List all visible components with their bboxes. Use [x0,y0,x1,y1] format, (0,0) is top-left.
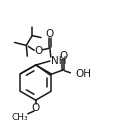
Text: O: O [59,51,67,61]
Text: CH₃: CH₃ [12,113,28,122]
Text: O: O [46,29,54,39]
Text: O: O [32,104,40,114]
Text: NH: NH [51,56,66,66]
Text: O: O [34,46,42,56]
Text: OH: OH [75,69,91,79]
